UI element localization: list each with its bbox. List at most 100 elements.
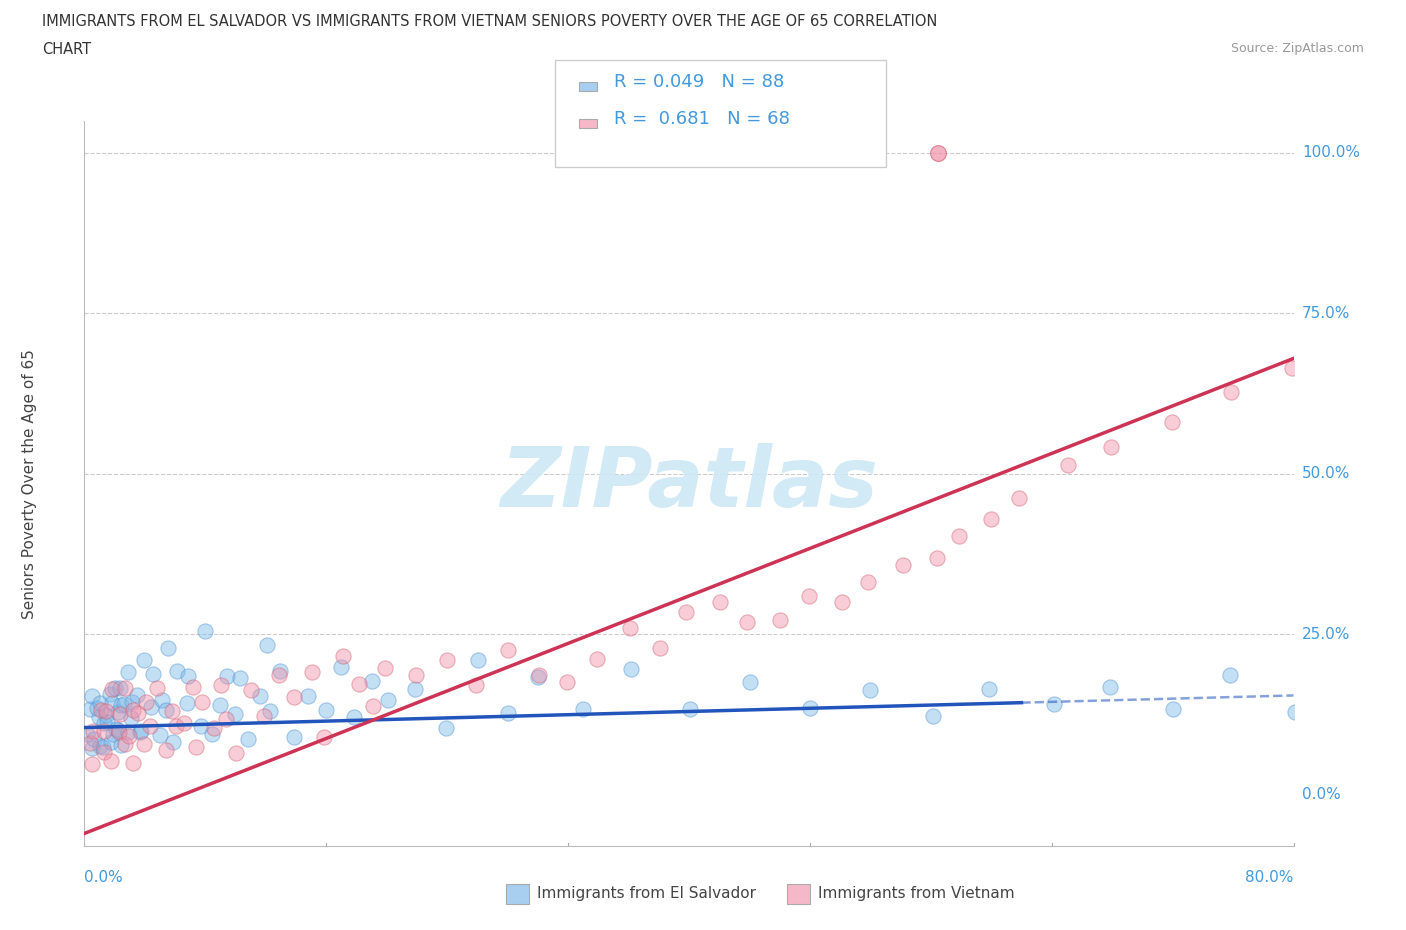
Point <box>1375 670 1398 684</box>
Point <box>96 704 118 719</box>
Point <box>114 737 136 751</box>
Text: IMMIGRANTS FROM EL SALVADOR VS IMMIGRANTS FROM VIETNAM SENIORS POVERTY OVER THE : IMMIGRANTS FROM EL SALVADOR VS IMMIGRANT… <box>42 14 938 29</box>
Point <box>142 667 165 682</box>
Text: 75.0%: 75.0% <box>1302 306 1350 321</box>
Text: Source: ZipAtlas.com: Source: ZipAtlas.com <box>1230 42 1364 55</box>
Text: 100.0%: 100.0% <box>1302 145 1360 161</box>
Point <box>108 681 131 696</box>
Point <box>1098 680 1121 695</box>
Point <box>297 688 319 703</box>
Point <box>139 719 162 734</box>
Point <box>121 695 143 710</box>
Point <box>117 724 139 739</box>
Text: 0.0%: 0.0% <box>1302 788 1340 803</box>
Point <box>80 756 103 771</box>
Point <box>314 729 336 744</box>
Point <box>104 722 127 737</box>
Point <box>259 703 281 718</box>
Point <box>107 705 129 720</box>
Point <box>239 683 262 698</box>
Point <box>980 512 1002 526</box>
Point <box>89 739 111 754</box>
Point <box>585 651 607 666</box>
Point <box>96 708 118 723</box>
Point <box>150 692 173 707</box>
Point <box>100 753 122 768</box>
Point <box>405 668 427 683</box>
Point <box>93 745 115 760</box>
Point <box>79 736 101 751</box>
Point <box>738 675 761 690</box>
Point <box>121 756 143 771</box>
Point <box>127 688 149 703</box>
Point <box>283 690 305 705</box>
Point <box>236 731 259 746</box>
Point <box>93 715 115 730</box>
Point <box>93 724 115 738</box>
Point <box>103 680 125 695</box>
Point <box>979 682 1001 697</box>
Point <box>797 589 820 604</box>
Point <box>347 677 370 692</box>
Point <box>343 710 366 724</box>
Text: 0.0%: 0.0% <box>84 870 124 884</box>
Point <box>146 681 169 696</box>
Point <box>831 594 853 609</box>
Point <box>527 670 550 684</box>
Text: 25.0%: 25.0% <box>1302 627 1350 642</box>
Point <box>184 739 207 754</box>
Point <box>269 664 291 679</box>
Point <box>117 665 139 680</box>
Point <box>799 700 821 715</box>
Point <box>100 696 122 711</box>
Point <box>1284 705 1306 720</box>
Text: Seniors Poverty Over the Age of 65: Seniors Poverty Over the Age of 65 <box>22 349 38 618</box>
Point <box>315 702 337 717</box>
Point <box>96 715 118 730</box>
Point <box>89 696 111 711</box>
Point <box>555 674 578 689</box>
Point <box>176 696 198 711</box>
Point <box>173 715 195 730</box>
Point <box>1160 415 1182 430</box>
Point <box>100 735 122 750</box>
Point <box>177 669 200 684</box>
Point <box>191 695 214 710</box>
Point <box>157 641 180 656</box>
Point <box>190 719 212 734</box>
Point <box>160 704 183 719</box>
Point <box>217 669 239 684</box>
Point <box>86 701 108 716</box>
Point <box>1281 361 1303 376</box>
Point <box>194 623 217 638</box>
Point <box>225 746 247 761</box>
Point <box>110 698 132 712</box>
Point <box>107 723 129 737</box>
Point <box>678 701 700 716</box>
Point <box>1219 668 1241 683</box>
Point <box>135 695 157 710</box>
Point <box>927 146 949 161</box>
Point <box>1008 491 1031 506</box>
Point <box>465 678 488 693</box>
Point <box>1346 712 1368 727</box>
Point <box>139 699 162 714</box>
Point <box>675 605 697 620</box>
Text: R =  0.681   N = 68: R = 0.681 N = 68 <box>614 110 790 128</box>
Point <box>1313 690 1336 705</box>
Point <box>122 703 145 718</box>
Point <box>90 702 112 717</box>
Point <box>132 737 155 751</box>
Point <box>162 734 184 749</box>
Point <box>361 698 384 713</box>
Point <box>735 614 758 629</box>
Point <box>927 551 949 565</box>
Point <box>91 739 114 754</box>
Point <box>527 668 550 683</box>
Point <box>434 720 457 735</box>
Point <box>201 726 224 741</box>
Point <box>620 661 643 676</box>
Point <box>1099 439 1122 454</box>
Point <box>948 529 970 544</box>
Text: Immigrants from El Salvador: Immigrants from El Salvador <box>537 886 756 901</box>
